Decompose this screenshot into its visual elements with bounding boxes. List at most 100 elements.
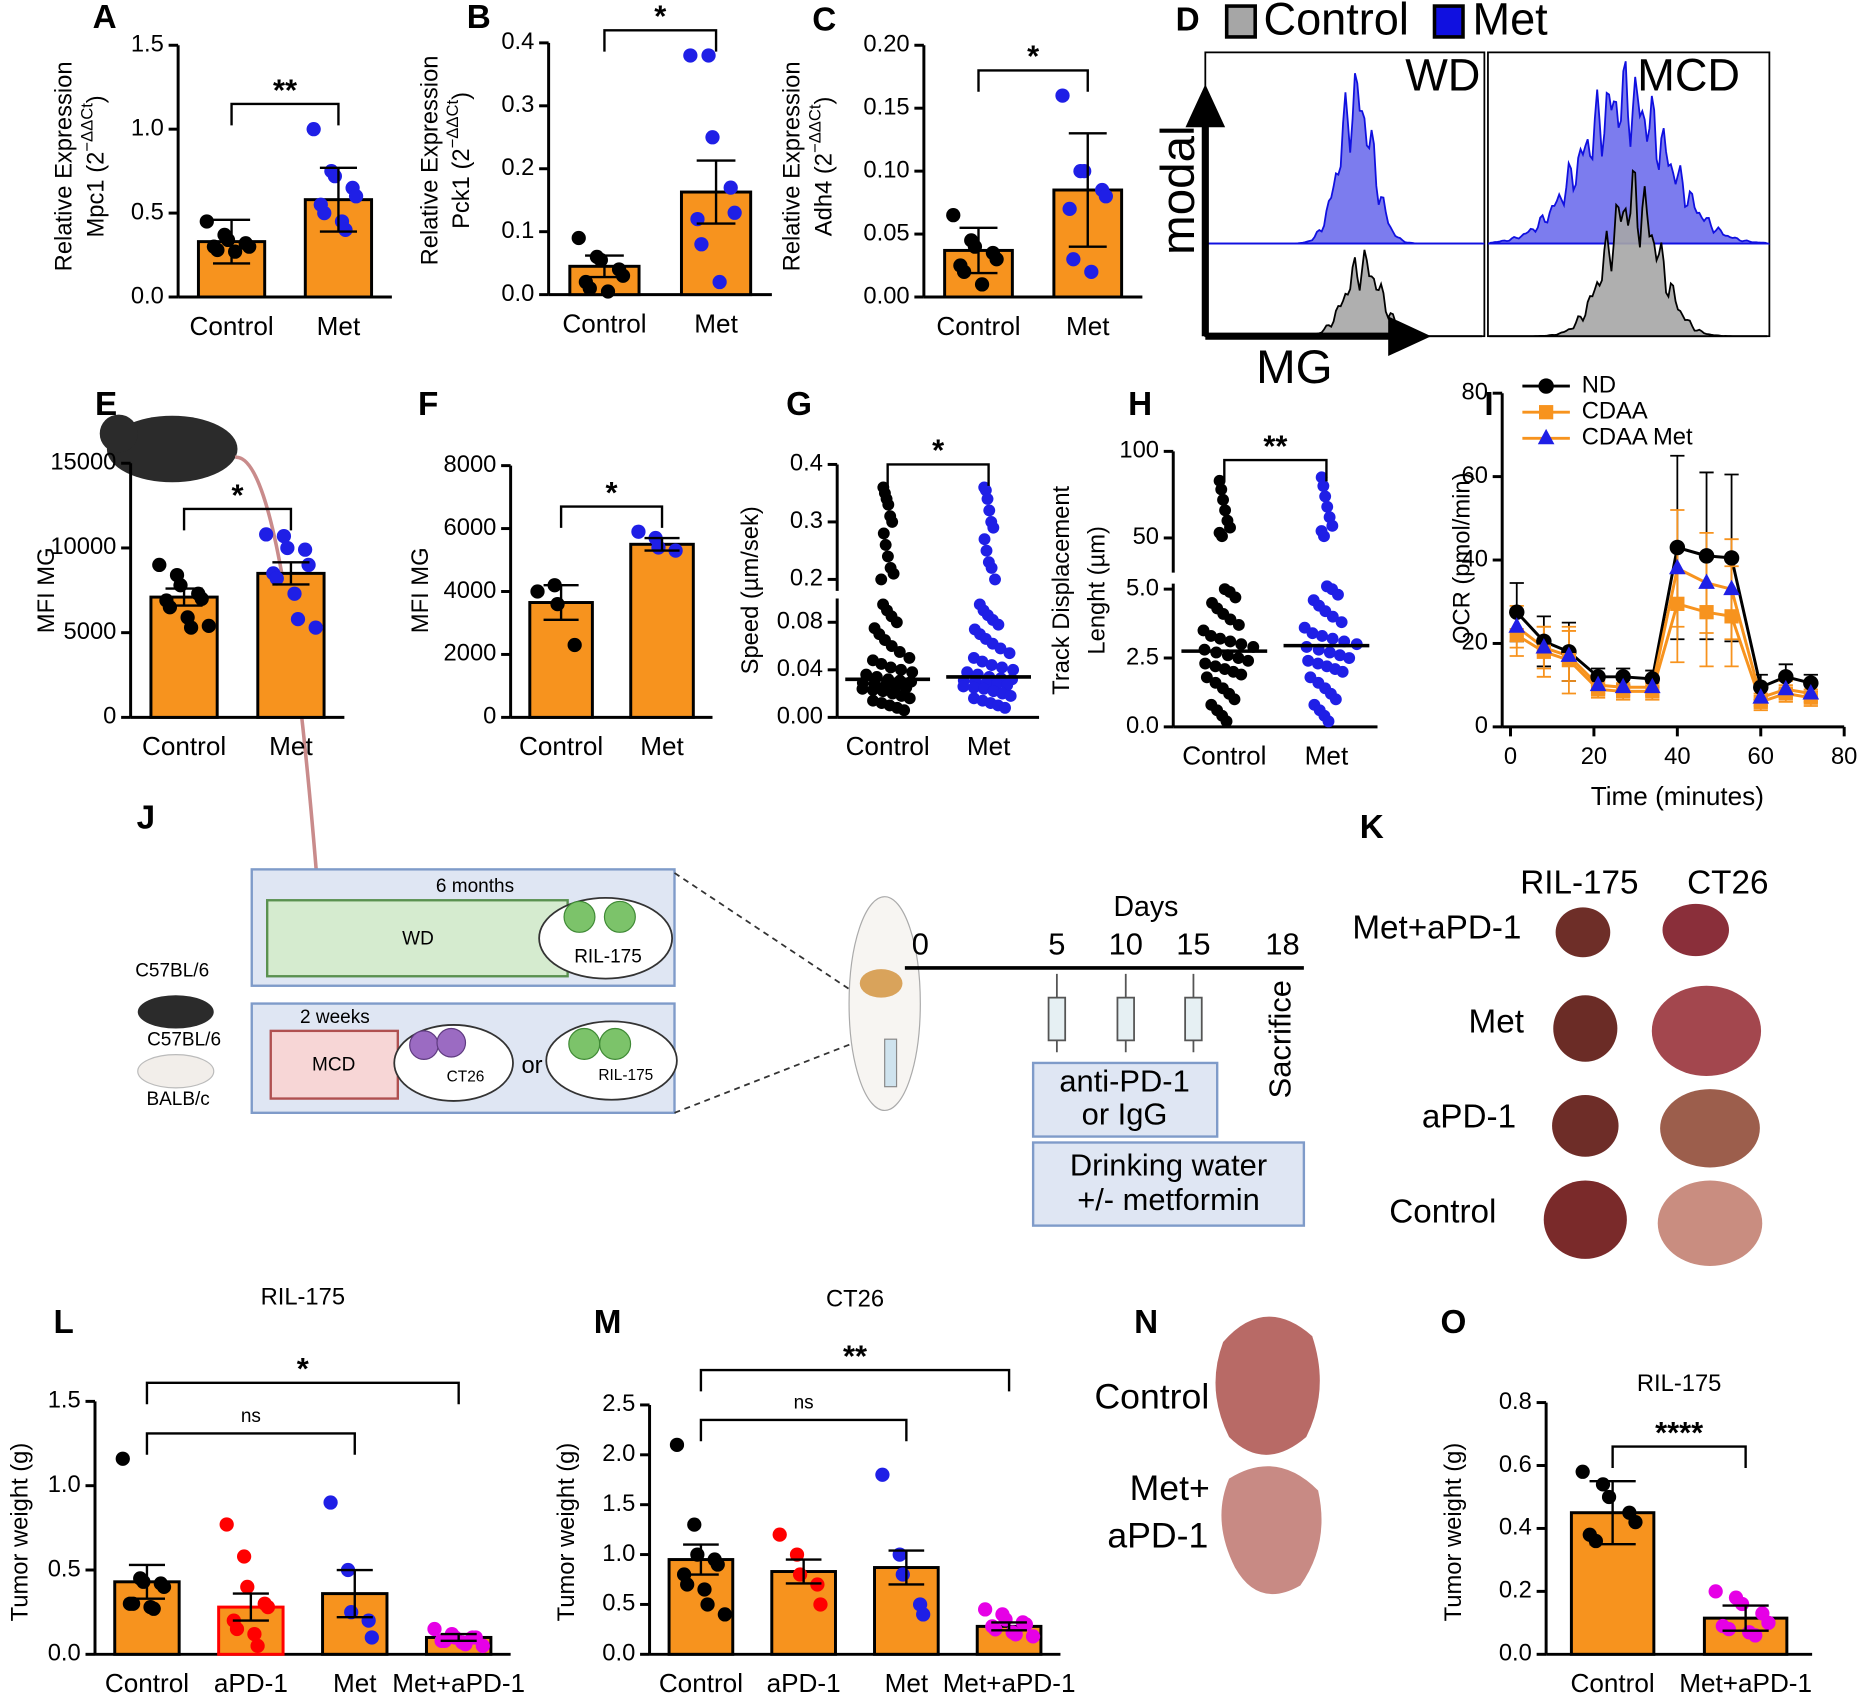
data-point (916, 1607, 931, 1622)
error-bar (959, 226, 998, 275)
data-point (976, 655, 989, 668)
x-tick-label: Control (105, 1668, 189, 1696)
data-point (1215, 483, 1228, 496)
data-point (348, 189, 364, 204)
x-tick-label: Control (1571, 1668, 1655, 1696)
data-point (887, 567, 900, 580)
day-label: 18 (1265, 927, 1299, 962)
x-tick-label: Control (142, 731, 226, 761)
y-tick-label: 0.0 (48, 1640, 81, 1667)
data-point (772, 1527, 787, 1542)
panel-letter: B (467, 0, 491, 36)
data-point (884, 661, 897, 674)
data-point (199, 214, 214, 229)
x-axis-label: MG (1256, 341, 1333, 394)
data-point (194, 591, 209, 606)
y-axis-label: Relative Expression (779, 61, 806, 271)
data-point (1343, 652, 1356, 664)
x-tick-label: Met (885, 1668, 929, 1696)
data-point (856, 682, 869, 695)
liver-photos: N Control Met+ aPD-1 (1094, 1304, 1322, 1595)
data-point (327, 169, 342, 184)
x-tick-label: Met (640, 731, 684, 761)
error-bar (213, 218, 251, 265)
data-point (875, 657, 888, 670)
y-tick-label: 1.0 (48, 1471, 81, 1498)
tumor-photo (1657, 1180, 1763, 1266)
x-tick-label: Met (694, 308, 738, 338)
treatment-label: or IgG (1082, 1097, 1168, 1132)
x-tick-label: Met (1066, 311, 1110, 341)
photo-label: Control (1094, 1376, 1209, 1416)
significance-label: **** (1655, 1415, 1703, 1450)
data-point (996, 661, 1008, 674)
data-point (893, 646, 906, 658)
data-point (1708, 1584, 1723, 1599)
or-label: or (521, 1052, 542, 1079)
error-bar (785, 1558, 822, 1585)
liver-photo (1215, 1316, 1320, 1455)
x-tick-label: Control (936, 311, 1020, 341)
chart-title: RIL-175 (261, 1283, 346, 1310)
y-tick-label: 0.2 (1499, 1577, 1532, 1604)
y-tick-label: 80 (1462, 378, 1488, 405)
y-axis-label: Tumor weight (g) (553, 1443, 580, 1622)
data-point (582, 281, 597, 296)
data-point (210, 242, 225, 258)
y-tick-label: 0.3 (501, 91, 534, 118)
error-bar (1722, 1604, 1769, 1632)
y-tick-label: 0.2 (501, 154, 534, 181)
y-axis-label: Relative Expression (51, 61, 78, 271)
marker (1699, 605, 1714, 620)
diet-label: MCD (312, 1054, 355, 1075)
data-point (1329, 693, 1342, 706)
y-tick-label: 0.10 (863, 156, 909, 183)
data-point (1335, 616, 1348, 629)
x-tick-label: Met (1305, 741, 1349, 771)
data-point (229, 1621, 245, 1637)
panel-letter: L (53, 1304, 73, 1341)
data-point (1311, 657, 1324, 670)
data-point (1588, 1533, 1603, 1549)
bar (770, 1570, 837, 1656)
error-bar (232, 1592, 269, 1622)
y-tick-label: 4000 (444, 577, 497, 604)
tumor-photo (1555, 907, 1611, 958)
y-axis-label: Lenght (µm) (1084, 526, 1111, 655)
cell-label: RIL-175 (574, 946, 642, 967)
x-tick-label: aPD-1 (767, 1668, 841, 1696)
data-point (550, 596, 565, 612)
syringe-icon (884, 1038, 898, 1088)
y-tick-label: 0.08 (777, 608, 823, 635)
syringes (1047, 973, 1203, 1053)
error-bar (336, 1568, 373, 1619)
panel-letter: K (1360, 809, 1384, 846)
data-point (1318, 530, 1330, 543)
x-tick-label: Met+aPD-1 (392, 1668, 525, 1696)
x-tick-label: Control (1182, 741, 1266, 771)
tumor-photo (1543, 1180, 1627, 1259)
cell-icon (563, 900, 596, 933)
data-point (1098, 189, 1113, 204)
y-tick-label: 0.1 (501, 217, 534, 244)
schematic: J C57BL/6 6 months WD RIL-175 C57BL/6 BA… (99, 414, 1306, 1227)
data-point (980, 544, 993, 557)
data-point (1721, 1622, 1736, 1637)
data-point (115, 1451, 130, 1466)
data-point (1322, 715, 1335, 728)
data-point (1224, 635, 1237, 648)
y-tick-label: 8000 (444, 451, 497, 478)
data-point (879, 538, 892, 551)
data-point (895, 663, 907, 676)
marker (1535, 638, 1553, 654)
treatment-box (1031, 1061, 1219, 1138)
error-bar (1589, 1480, 1636, 1546)
significance-label: * (231, 477, 243, 512)
legend-label: ND (1582, 371, 1616, 398)
y-tick-label: 2.5 (1126, 643, 1159, 670)
data-point (792, 1567, 808, 1582)
data-point (1219, 504, 1232, 517)
marker (1778, 669, 1794, 685)
data-point (1761, 1615, 1776, 1630)
y-axis-label: Relative Expression (416, 55, 443, 265)
